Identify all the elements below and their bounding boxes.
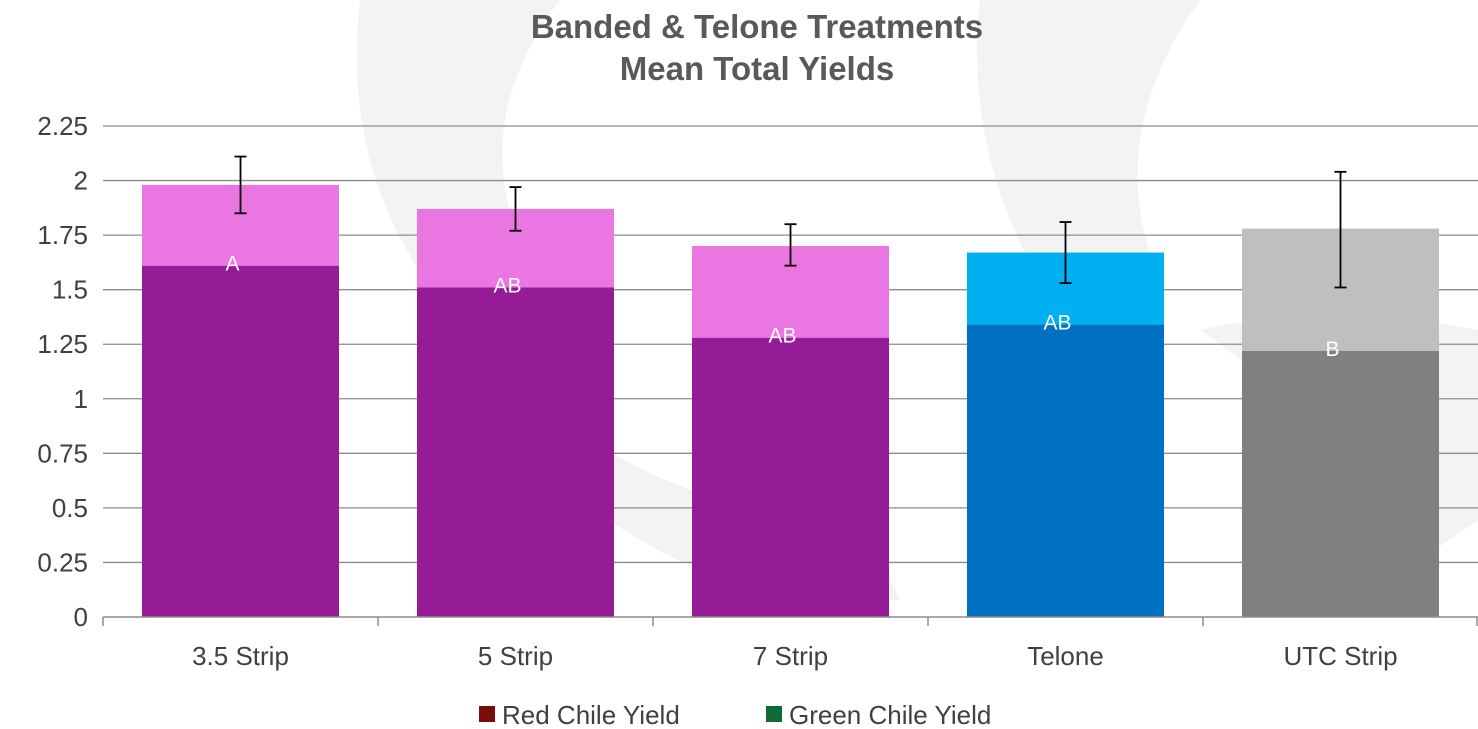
bar-segment-red-chile: [692, 337, 889, 617]
error-bar: [784, 223, 797, 267]
significance-label: AB: [1043, 312, 1071, 335]
significance-label: A: [225, 253, 239, 276]
x-tick-label: UTC Strip: [1283, 641, 1397, 671]
x-tick-label: 7 Strip: [753, 641, 828, 671]
error-bars: [234, 155, 1347, 289]
y-tick-label: 2: [74, 166, 88, 196]
legend-swatch-green-chile: [766, 706, 782, 722]
bar-segment-red-chile: [142, 265, 339, 617]
y-tick-label: 0: [74, 602, 88, 632]
error-bar: [1334, 170, 1347, 289]
legend-label-green-chile: Green Chile Yield: [789, 700, 991, 729]
bar-segment-red-chile: [1242, 350, 1439, 617]
y-tick-label: 2.25: [37, 111, 88, 141]
y-tick-label: 0.25: [37, 547, 88, 577]
y-tick-label: 1: [74, 384, 88, 414]
x-tick-label: Telone: [1027, 641, 1104, 671]
y-tick-label: 1.25: [37, 329, 88, 359]
y-tick-label: 0.5: [52, 493, 88, 523]
error-bar: [509, 186, 522, 232]
y-axis-ticks: 0 0.25 0.5 0.75 1 1.25 1.5 1.75 2 2.25: [37, 111, 88, 632]
y-tick-label: 0.75: [37, 438, 88, 468]
y-tick-label: 1.5: [52, 275, 88, 305]
significance-labels: A AB AB AB B: [225, 253, 1339, 361]
legend: Red Chile Yield Green Chile Yield: [479, 700, 991, 729]
y-tick-label: 1.75: [37, 220, 88, 250]
chart-title-line-1: Banded & Telone Treatments: [531, 8, 983, 45]
legend-swatch-red-chile: [479, 706, 495, 722]
x-tick-label: 3.5 Strip: [192, 641, 289, 671]
x-tick-label: 5 Strip: [478, 641, 553, 671]
x-axis-ticks: 3.5 Strip 5 Strip 7 Strip Telone UTC Strip: [192, 641, 1397, 671]
legend-label-red-chile: Red Chile Yield: [502, 700, 680, 729]
error-bar: [1059, 221, 1072, 285]
chart-title: Banded & Telone Treatments Mean Total Yi…: [531, 8, 983, 87]
chart-title-line-2: Mean Total Yields: [620, 50, 894, 87]
bar-segment-red-chile: [417, 287, 614, 617]
x-axis: [102, 616, 1478, 626]
significance-label: B: [1325, 338, 1339, 361]
error-bar: [234, 155, 247, 215]
significance-label: AB: [768, 325, 796, 348]
significance-label: AB: [493, 274, 521, 297]
bar-segment-red-chile: [967, 324, 1164, 617]
